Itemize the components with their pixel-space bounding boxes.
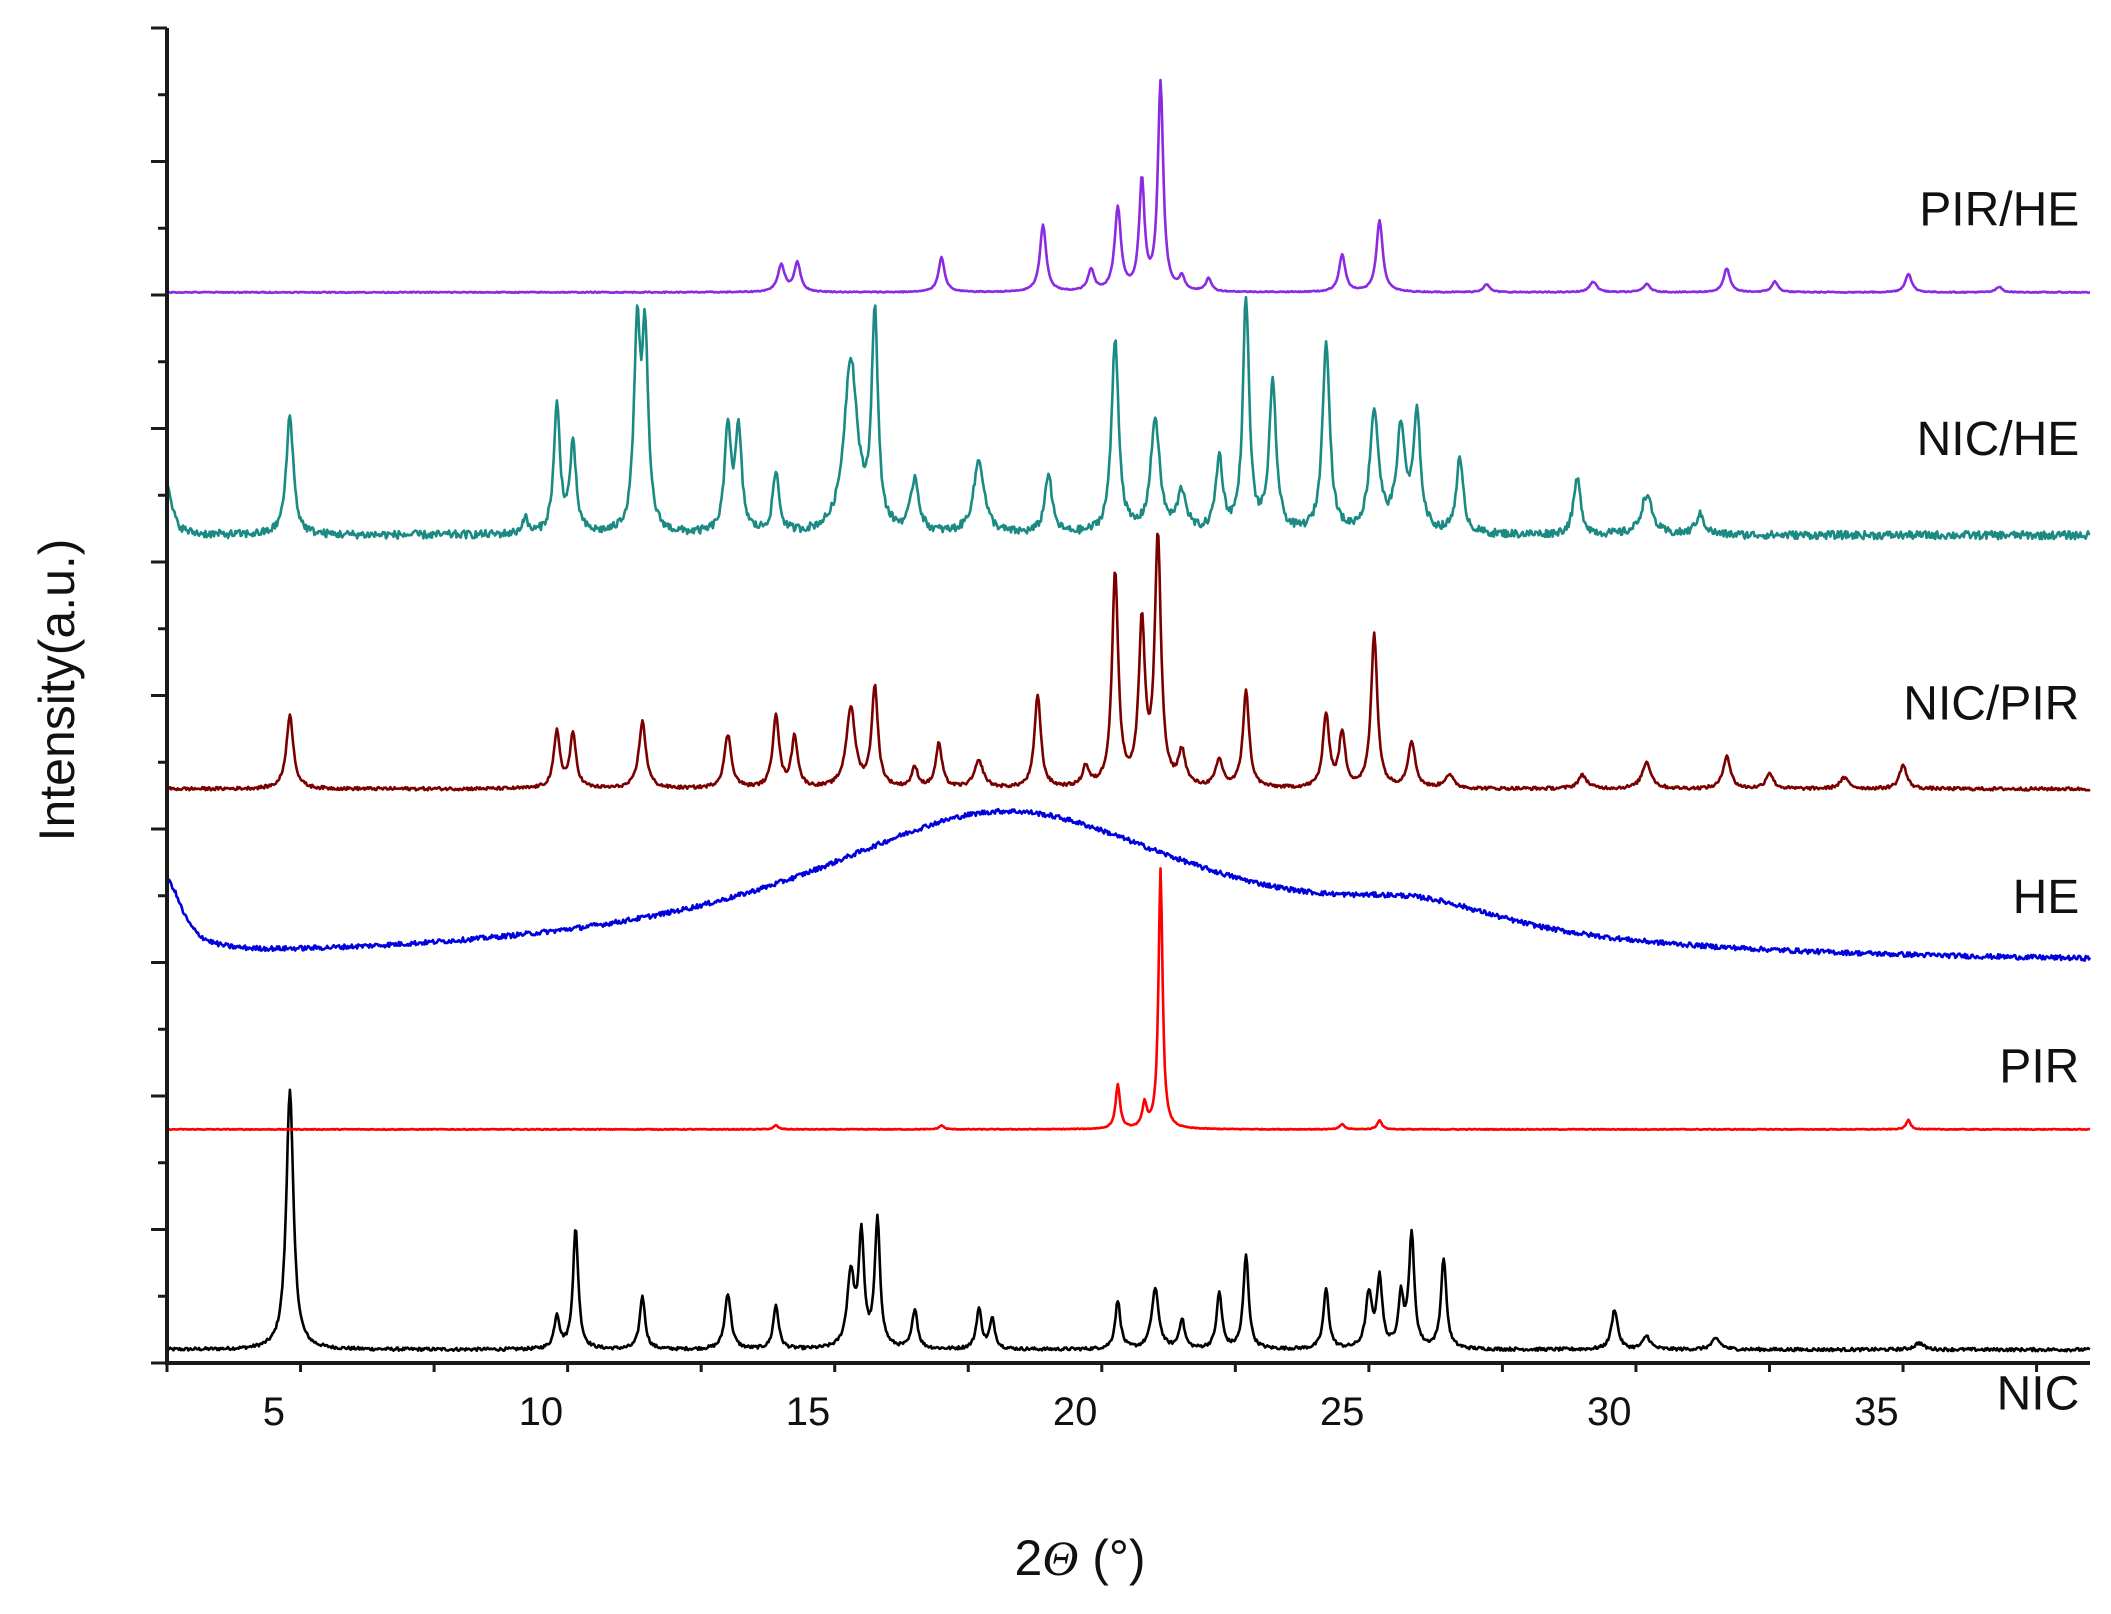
series-label-nic: NIC [1997, 1368, 2080, 1421]
trace-nic-pir [166, 532, 2091, 792]
series-label-pir: PIR [1999, 1041, 2079, 1094]
series-label-he: HE [2013, 871, 2080, 924]
series-label-nic-he: NIC/HE [1917, 413, 2080, 466]
x-tick-label: 25 [1320, 1390, 1365, 1434]
series-label-nic-pir: NIC/PIR [1903, 678, 2079, 731]
y-axis-title: Intensity(a.u.) [29, 539, 85, 842]
x-tick-label: 5 [263, 1390, 285, 1434]
x-tick-label: 20 [1053, 1390, 1098, 1434]
x-tick-label: 30 [1587, 1390, 1632, 1434]
trace-pir [166, 867, 2091, 1132]
x-axis-title: 2Θ (°) [1014, 1530, 1145, 1586]
trace-nic-he [166, 295, 2091, 541]
x-tick-label: 15 [786, 1390, 831, 1434]
x-axis-title-symbol: Θ [1042, 1530, 1078, 1586]
trace-nic [166, 1088, 2091, 1353]
trace-pir-he [166, 78, 2091, 295]
series-labels: NIC PIR HE NIC/PIR NIC/HE PIR/HE [1903, 184, 2079, 1421]
x-tick-label: 10 [519, 1390, 564, 1434]
axes [165, 28, 2090, 1365]
trace-he [166, 807, 2092, 962]
x-axis-title-unit: (°) [1078, 1530, 1145, 1586]
ticks: 5 10 15 20 25 30 35 [151, 26, 2039, 1434]
series-label-pir-he: PIR/HE [1919, 184, 2079, 237]
series-traces [166, 78, 2092, 1353]
x-tick-label: 35 [1854, 1390, 1899, 1434]
x-axis-title-main: 2 [1014, 1530, 1042, 1586]
